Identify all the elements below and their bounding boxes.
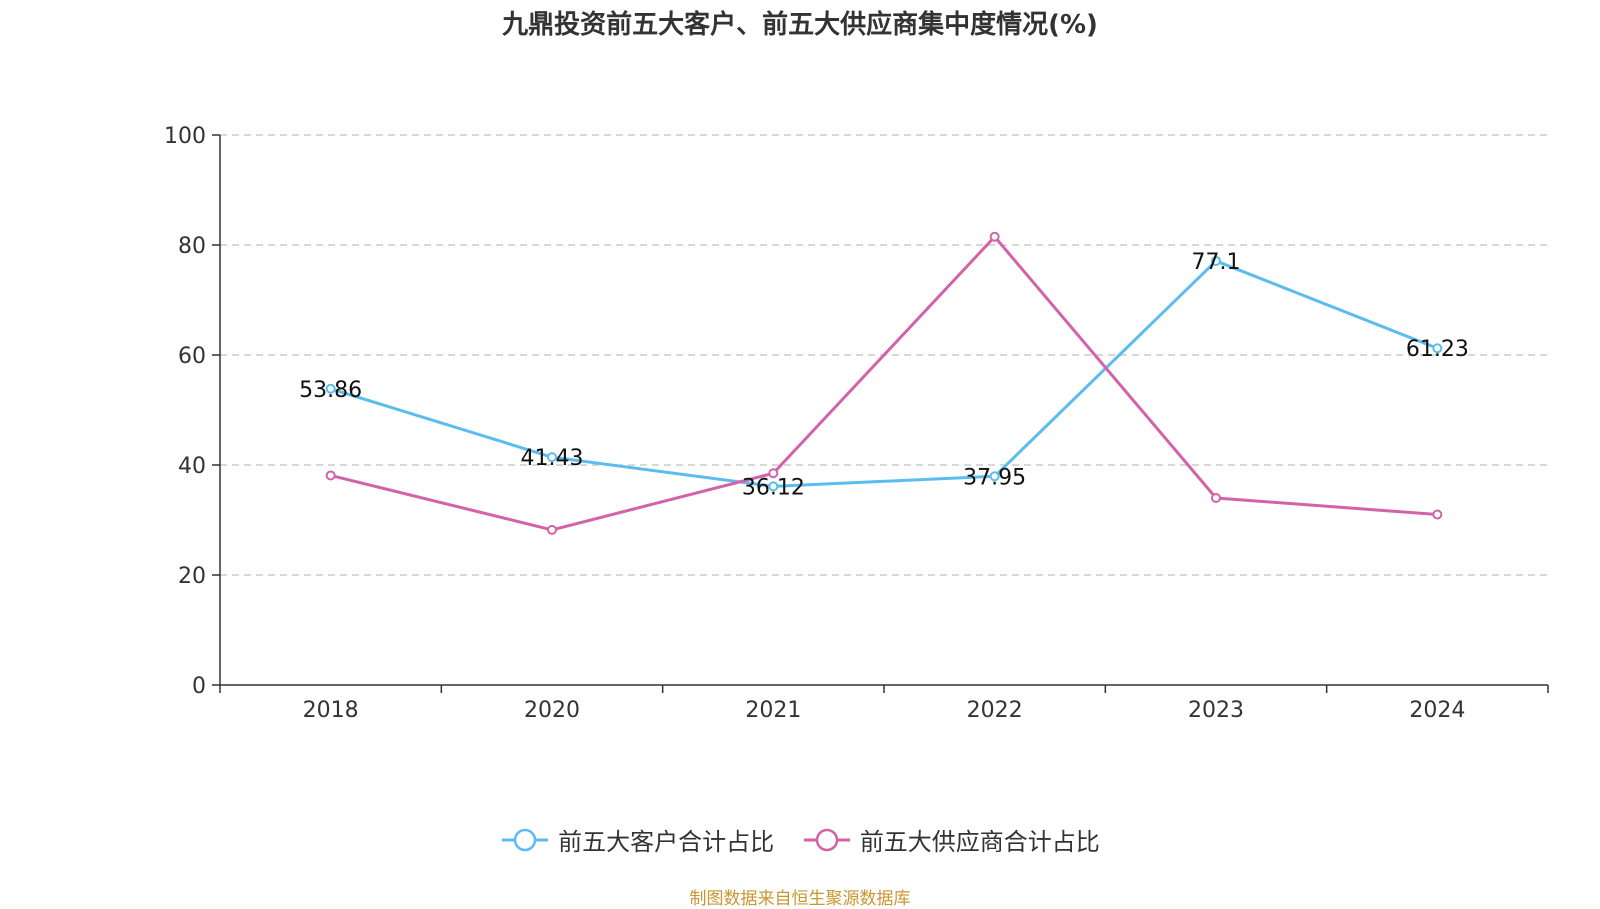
legend-label-customers: 前五大客户合计占比 — [558, 828, 775, 856]
x-tick-label: 2021 — [745, 698, 801, 723]
y-tick-label: 80 — [178, 234, 206, 259]
y-tick-label: 20 — [178, 564, 206, 589]
x-tick-label: 2023 — [1188, 698, 1244, 723]
data-point — [768, 481, 779, 492]
x-tick-label: 2022 — [967, 698, 1023, 723]
data-point — [768, 468, 779, 479]
data-point — [989, 471, 1000, 482]
data-label: 61.23 — [1406, 337, 1469, 362]
y-tick-label: 60 — [178, 344, 206, 369]
data-label: 53.86 — [299, 378, 362, 403]
data-point — [547, 452, 557, 463]
y-tick-label: 40 — [178, 454, 206, 479]
data-point — [1432, 509, 1443, 520]
series-0 — [325, 255, 1443, 492]
legend-label-suppliers: 前五大供应商合计占比 — [859, 828, 1100, 856]
legend-item-suppliers[interactable]: 前五大供应商合计占比 — [802, 822, 1100, 857]
y-tick-label: 100 — [164, 124, 206, 149]
series-line — [330, 235, 1438, 532]
data-label: 37.95 — [963, 465, 1026, 490]
data-point — [1211, 493, 1221, 503]
legend: 前五大客户合计占比 前五大供应商合计占比 — [0, 822, 1600, 858]
legend-item-customers[interactable]: 前五大客户合计占比 — [500, 822, 774, 857]
x-tick-label: 2018 — [303, 698, 359, 723]
legend-marker-icon — [803, 828, 850, 851]
data-point — [989, 231, 1000, 242]
legend-marker-icon — [502, 828, 549, 851]
chart-title: 九鼎投资前五大客户、前五大供应商集中度情况(%) — [502, 10, 1098, 40]
x-tick-label: 2020 — [524, 698, 580, 723]
data-point — [325, 383, 336, 394]
series-1 — [325, 231, 1443, 535]
data-point — [1432, 343, 1443, 354]
y-tick-label: 0 — [192, 674, 206, 699]
data-label: 36.12 — [742, 475, 805, 500]
data-point — [1211, 255, 1221, 266]
series-line — [330, 259, 1438, 488]
data-point — [325, 470, 336, 481]
source-note: 制图数据来自恒生聚源数据库 — [689, 889, 911, 909]
data-point — [547, 524, 557, 535]
data-label: 77.1 — [1192, 250, 1241, 275]
data-label: 41.43 — [521, 446, 584, 471]
x-tick-label: 2024 — [1409, 698, 1465, 723]
